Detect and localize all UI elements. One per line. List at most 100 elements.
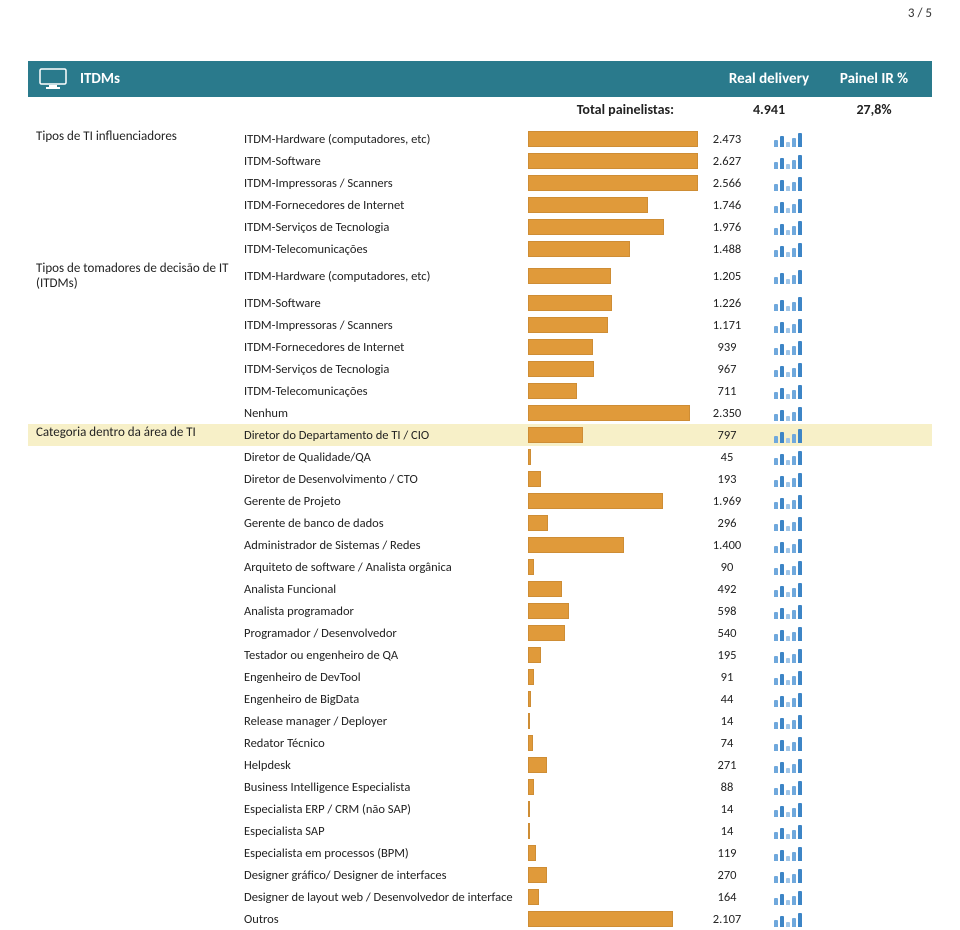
bar-cell — [528, 405, 698, 421]
bar-cell — [528, 471, 698, 487]
bar-fill — [528, 647, 541, 663]
sparkline-icon — [756, 131, 854, 147]
table-row: Tipos de tomadores de decisão de IT (ITD… — [28, 260, 932, 292]
row-value: 14 — [698, 802, 756, 817]
bar-cell — [528, 515, 698, 531]
row-label: Especialista em processos (BPM) — [244, 846, 528, 861]
sparkline-icon — [756, 449, 854, 465]
subheader-value: 4.941 — [714, 101, 824, 118]
row-value: 14 — [698, 714, 756, 729]
sparkline-icon — [756, 153, 854, 169]
bar-fill — [528, 867, 547, 883]
row-value: 1.205 — [698, 269, 756, 284]
bar-fill — [528, 691, 531, 707]
row-label: Designer gráfico/ Designer de interfaces — [244, 868, 528, 883]
table-row: Gerente de Projeto1.969 — [28, 490, 932, 512]
row-label: Analista Funcional — [244, 582, 528, 597]
table-row: Engenheiro de BigData44 — [28, 688, 932, 710]
sparkline-icon — [756, 515, 854, 531]
row-value: 2.350 — [698, 406, 756, 421]
sparkline-icon — [756, 219, 854, 235]
bar-fill — [528, 361, 594, 377]
row-value: 270 — [698, 868, 756, 883]
table-row: Arquiteto de software / Analista orgânic… — [28, 556, 932, 578]
row-label: Engenheiro de DevTool — [244, 670, 528, 685]
bar-cell — [528, 779, 698, 795]
row-label: ITDM-Fornecedores de Internet — [244, 340, 528, 355]
row-value: 45 — [698, 450, 756, 465]
table-row: Categoria dentro da área de TIDiretor do… — [28, 424, 932, 446]
monitor-icon — [36, 65, 70, 93]
bar-cell — [528, 317, 698, 333]
bar-fill — [528, 845, 536, 861]
row-value: 711 — [698, 384, 756, 399]
row-value: 91 — [698, 670, 756, 685]
bar-cell — [528, 131, 698, 147]
sparkline-icon — [756, 175, 854, 191]
bar-fill — [528, 197, 648, 213]
bar-cell — [528, 449, 698, 465]
table-row: Especialista SAP14 — [28, 820, 932, 842]
bar-cell — [528, 175, 698, 191]
row-label: Helpdesk — [244, 758, 528, 773]
row-label: Administrador de Sistemas / Redes — [244, 538, 528, 553]
row-label: Outros — [244, 912, 528, 927]
row-value: 1.488 — [698, 242, 756, 257]
row-label: Arquiteto de software / Analista orgânic… — [244, 560, 528, 575]
bar-fill — [528, 757, 547, 773]
bar-cell — [528, 889, 698, 905]
row-label: ITDM-Fornecedores de Internet — [244, 198, 528, 213]
row-value: 2.473 — [698, 132, 756, 147]
subheader-pct: 27,8% — [824, 101, 924, 118]
sparkline-icon — [756, 625, 854, 641]
row-label: ITDM-Serviços de Tecnologia — [244, 362, 528, 377]
bar-cell — [528, 603, 698, 619]
header-title: ITDMs — [80, 70, 280, 88]
table-row: Business Intelligence Especialista88 — [28, 776, 932, 798]
bar-fill — [528, 471, 541, 487]
subheader: Total painelistas: 4.941 27,8% — [28, 97, 932, 124]
bar-cell — [528, 559, 698, 575]
bar-cell — [528, 669, 698, 685]
table-row: ITDM-Software2.627 — [28, 150, 932, 172]
sparkline-icon — [756, 295, 854, 311]
bar-fill — [528, 537, 624, 553]
table-row: Designer de layout web / Desenvolvedor d… — [28, 886, 932, 908]
table-row: Helpdesk 271 — [28, 754, 932, 776]
bar-cell — [528, 647, 698, 663]
sparkline-icon — [756, 801, 854, 817]
sparkline-icon — [756, 241, 854, 257]
bar-cell — [528, 197, 698, 213]
bar-cell — [528, 735, 698, 751]
bar-cell — [528, 427, 698, 443]
row-label: Analista programador — [244, 604, 528, 619]
bar-cell — [528, 713, 698, 729]
sparkline-icon — [756, 361, 854, 377]
bar-fill — [528, 911, 673, 927]
sparkline-icon — [756, 493, 854, 509]
bar-cell — [528, 581, 698, 597]
table-row: Nenhum2.350 — [28, 402, 932, 424]
sparkline-icon — [756, 867, 854, 883]
sparkline-icon — [756, 647, 854, 663]
row-value: 14 — [698, 824, 756, 839]
group-label: Categoria dentro da área de TI — [36, 425, 244, 440]
table-row: ITDM-Telecomunicações1.488 — [28, 238, 932, 260]
bar-cell — [528, 691, 698, 707]
bar-fill — [528, 153, 698, 169]
row-value: 271 — [698, 758, 756, 773]
row-label: Release manager / Deployer — [244, 714, 528, 729]
bar-cell — [528, 295, 698, 311]
row-value: 74 — [698, 736, 756, 751]
group-label: Tipos de TI influenciadores — [36, 129, 244, 144]
sparkline-icon — [756, 537, 854, 553]
sparkline-icon — [756, 197, 854, 213]
sparkline-icon — [756, 735, 854, 751]
bar-cell — [528, 845, 698, 861]
row-value: 2.107 — [698, 912, 756, 927]
row-label: Diretor de Desenvolvimento / CTO — [244, 472, 528, 487]
bar-cell — [528, 757, 698, 773]
table-row: Analista Funcional492 — [28, 578, 932, 600]
bar-fill — [528, 493, 663, 509]
row-label: Redator Técnico — [244, 736, 528, 751]
